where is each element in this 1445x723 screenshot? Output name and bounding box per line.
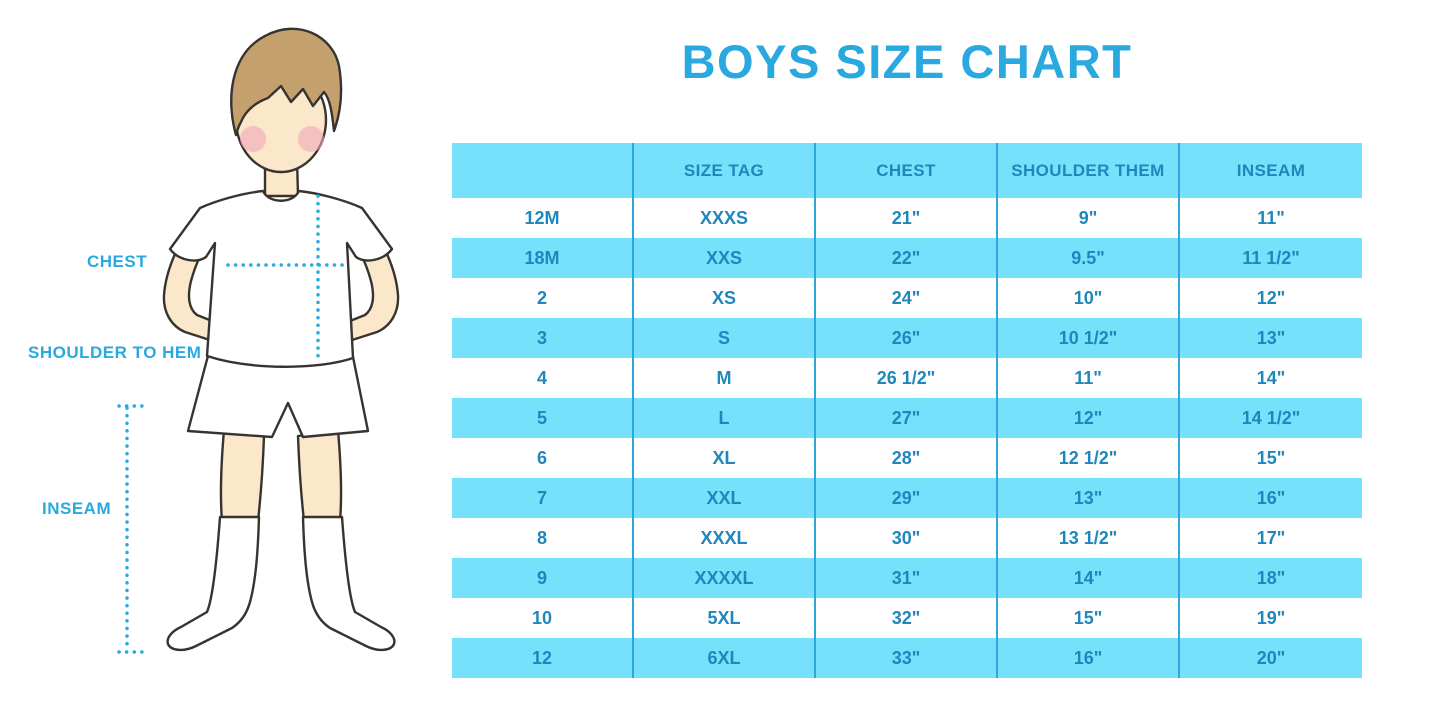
table-cell: 5 xyxy=(452,398,634,438)
table-cell: 13" xyxy=(998,478,1180,518)
table-cell: 10 xyxy=(452,598,634,638)
header-cell: INSEAM xyxy=(1236,160,1306,180)
table-cell: S xyxy=(634,318,816,358)
table-cell: 16" xyxy=(1256,487,1286,508)
table-cell: 8 xyxy=(452,518,634,558)
table-cell: 33" xyxy=(816,638,998,678)
table-cell: 14" xyxy=(1256,367,1286,388)
table-cell: XXXXL xyxy=(634,558,816,598)
table-cell: 9" xyxy=(998,198,1180,238)
table-cell: 11" xyxy=(1257,207,1285,228)
table-cell: 21" xyxy=(816,198,998,238)
table-cell: 2 xyxy=(452,278,634,318)
table-cell: 3 xyxy=(452,318,634,358)
table-row: 12 6XL 33" 16" 20" xyxy=(452,638,1362,678)
size-table-header: SIZE TAG CHEST SHOULDER THEM INSEAM xyxy=(452,143,1362,198)
table-cell: 12 1/2" xyxy=(998,438,1180,478)
table-cell: 6 xyxy=(452,438,634,478)
table-row: 10 5XL 32" 15" 19" xyxy=(452,598,1362,638)
table-cell: 15" xyxy=(998,598,1180,638)
header-cell: SHOULDER THEM xyxy=(998,143,1180,198)
table-cell: 6XL xyxy=(634,638,816,678)
boy-right-cheek-blush xyxy=(298,126,324,152)
table-cell: 9 xyxy=(452,558,634,598)
table-cell: XXXS xyxy=(634,198,816,238)
table-row: 5 L 27" 12" 14 1/2" xyxy=(452,398,1362,438)
table-cell: 29" xyxy=(816,478,998,518)
page-title: BOYS SIZE CHART xyxy=(681,35,1133,88)
table-cell: 9.5" xyxy=(998,238,1180,278)
table-row: 18M XXS 22" 9.5" 11 1/2" xyxy=(452,238,1362,278)
table-row: 8 XXXL 30" 13 1/2" 17" xyxy=(452,518,1362,558)
table-row: 3 S 26" 10 1/2" 13" xyxy=(452,318,1362,358)
table-cell: 12" xyxy=(998,398,1180,438)
table-cell: 31" xyxy=(816,558,998,598)
chest-label: CHEST xyxy=(87,252,148,271)
shoulder-to-hem-label: SHOULDER TO HEM xyxy=(28,343,202,362)
table-cell: 13" xyxy=(1256,327,1286,348)
table-cell: 4 xyxy=(452,358,634,398)
table-cell: 11" xyxy=(998,358,1180,398)
size-table: SIZE TAG CHEST SHOULDER THEM INSEAM 12M XXXS… xyxy=(452,143,1362,678)
boy-illustration xyxy=(117,27,400,654)
table-cell: 18M xyxy=(452,238,634,278)
table-cell: 11 1/2" xyxy=(1242,247,1300,268)
table-cell: 27" xyxy=(816,398,998,438)
table-cell: M xyxy=(634,358,816,398)
table-cell: 5XL xyxy=(634,598,816,638)
boy-left-sock xyxy=(166,515,261,652)
size-table-body: 12M XXXS 21" 9" 11" 18M XXS 22" 9.5" 11 1/2" 2 XS 24… xyxy=(452,198,1362,678)
table-row: 6 XL 28" 12 1/2" 15" xyxy=(452,438,1362,478)
table-cell: 24" xyxy=(816,278,998,318)
table-cell: 14 1/2" xyxy=(1241,407,1301,428)
table-row: 12M XXXS 21" 9" 11" xyxy=(452,198,1362,238)
table-cell: 20" xyxy=(1256,647,1286,668)
table-cell: XL xyxy=(634,438,816,478)
table-cell: XXXL xyxy=(634,518,816,558)
table-cell: 12M xyxy=(452,198,634,238)
table-cell: 22" xyxy=(816,238,998,278)
table-cell: 7 xyxy=(452,478,634,518)
table-cell: 15" xyxy=(1256,447,1286,468)
table-row: 4 M 26 1/2" 11" 14" xyxy=(452,358,1362,398)
table-cell: L xyxy=(634,398,816,438)
header-cell xyxy=(452,143,634,198)
table-cell: 12" xyxy=(1256,287,1286,308)
table-cell: 19" xyxy=(1256,607,1286,628)
table-cell: XXS xyxy=(634,238,816,278)
table-cell: 13 1/2" xyxy=(998,518,1180,558)
inseam-label: INSEAM xyxy=(42,499,112,518)
table-row: 7 XXL 29" 13" 16" xyxy=(452,478,1362,518)
header-cell: SIZE TAG xyxy=(634,143,816,198)
boy-hair xyxy=(230,27,343,137)
boy-right-sock xyxy=(301,515,396,652)
table-cell: 12 xyxy=(452,638,634,678)
table-cell: 16" xyxy=(998,638,1180,678)
table-row: 2 XS 24" 10" 12" xyxy=(452,278,1362,318)
table-cell: 26 1/2" xyxy=(816,358,998,398)
table-cell: 18" xyxy=(1256,567,1286,588)
header-cell: CHEST xyxy=(816,143,998,198)
table-cell: 26" xyxy=(816,318,998,358)
boy-right-leg xyxy=(296,428,343,523)
table-cell: 14" xyxy=(998,558,1180,598)
table-cell: 28" xyxy=(816,438,998,478)
table-cell: XXL xyxy=(634,478,816,518)
table-cell: XS xyxy=(634,278,816,318)
table-cell: 30" xyxy=(816,518,998,558)
table-cell: 17" xyxy=(1256,527,1286,548)
table-cell: 32" xyxy=(816,598,998,638)
boy-left-cheek-blush xyxy=(240,126,266,152)
table-cell: 10 1/2" xyxy=(998,318,1180,358)
boy-tshirt xyxy=(168,189,394,368)
table-row: 9 XXXXL 31" 14" 18" xyxy=(452,558,1362,598)
boy-left-leg xyxy=(219,428,266,523)
table-cell: 10" xyxy=(998,278,1180,318)
